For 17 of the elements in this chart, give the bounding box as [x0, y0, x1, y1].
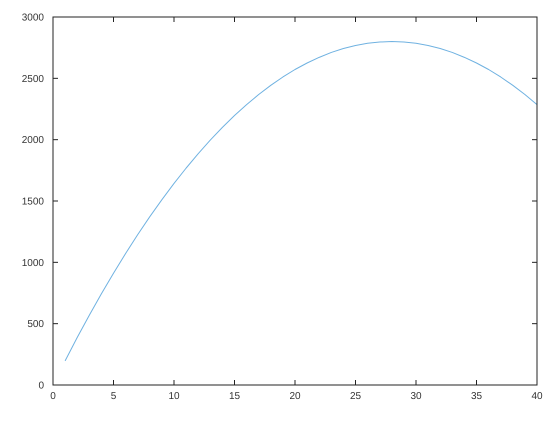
x-tick-label: 40: [531, 391, 543, 402]
x-tick-label: 20: [289, 391, 301, 402]
x-tick-label: 30: [410, 391, 422, 402]
y-tick-label: 0: [38, 380, 44, 392]
x-tick-label: 25: [350, 391, 362, 402]
x-tick-label: 5: [110, 391, 117, 402]
x-tick-label: 15: [228, 391, 240, 402]
y-tick-label: 500: [27, 319, 44, 330]
y-tick-label: 2500: [22, 74, 44, 85]
y-tick-label: 3000: [22, 12, 44, 24]
x-tick-label: 35: [470, 391, 482, 402]
y-tick-label: 1000: [22, 258, 44, 269]
y-tick-label: 2000: [22, 135, 44, 146]
x-tick-label: 10: [168, 391, 180, 402]
line-series: [64, 41, 538, 362]
x-tick-label: 0: [50, 391, 56, 402]
y-tick-label: 1500: [22, 196, 44, 208]
